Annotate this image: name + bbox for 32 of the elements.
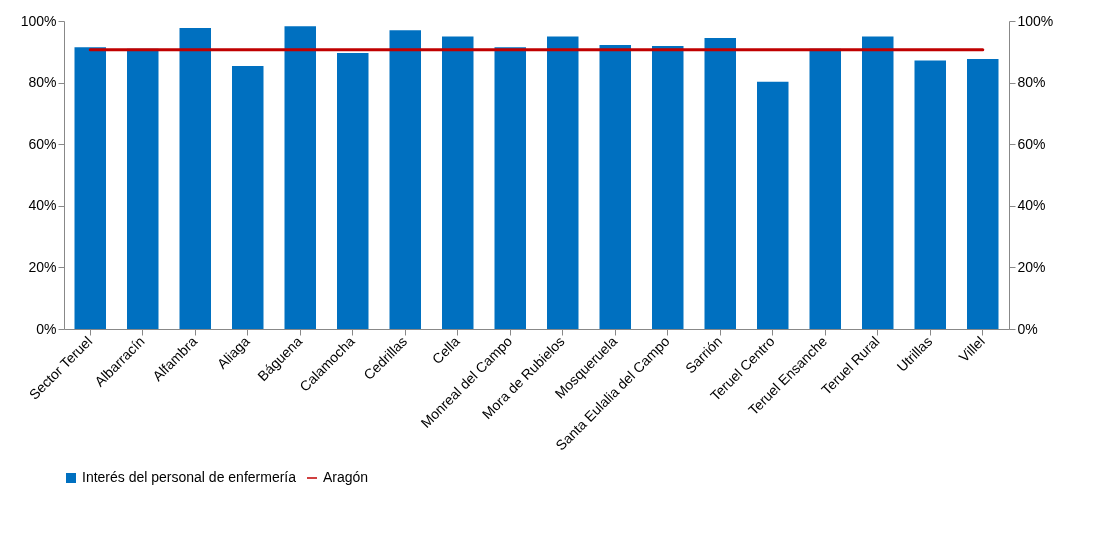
bar (704, 37, 736, 329)
bar (179, 28, 211, 329)
legend-label: Interés del personal de enfermería (82, 469, 297, 485)
bar (914, 60, 946, 329)
y-tick-label: 40% (28, 197, 57, 214)
bar (652, 45, 684, 329)
bar (967, 58, 999, 329)
bar (284, 26, 316, 329)
bar (442, 36, 474, 329)
bar (74, 47, 106, 329)
y2-tick-label: 0% (1017, 320, 1038, 337)
bar (862, 36, 894, 329)
bar (809, 48, 841, 329)
bar (494, 47, 526, 329)
y2-tick-label: 20% (1017, 258, 1046, 275)
bar (599, 45, 631, 329)
y-tick-label: 80% (28, 74, 57, 91)
bar (389, 30, 421, 329)
y2-tick-label: 80% (1017, 74, 1046, 91)
bar (127, 48, 159, 329)
bar (232, 65, 264, 329)
y-tick-label: 100% (20, 12, 57, 29)
bar (337, 53, 369, 329)
bar (757, 81, 789, 329)
y2-tick-label: 40% (1017, 197, 1046, 214)
y-tick-label: 0% (36, 320, 57, 337)
legend-label: Aragón (323, 469, 369, 485)
y-tick-label: 20% (28, 258, 57, 275)
y2-tick-label: 100% (1017, 12, 1054, 29)
bar (547, 36, 579, 329)
y-tick-label: 60% (28, 135, 57, 152)
y2-tick-label: 60% (1017, 135, 1046, 152)
